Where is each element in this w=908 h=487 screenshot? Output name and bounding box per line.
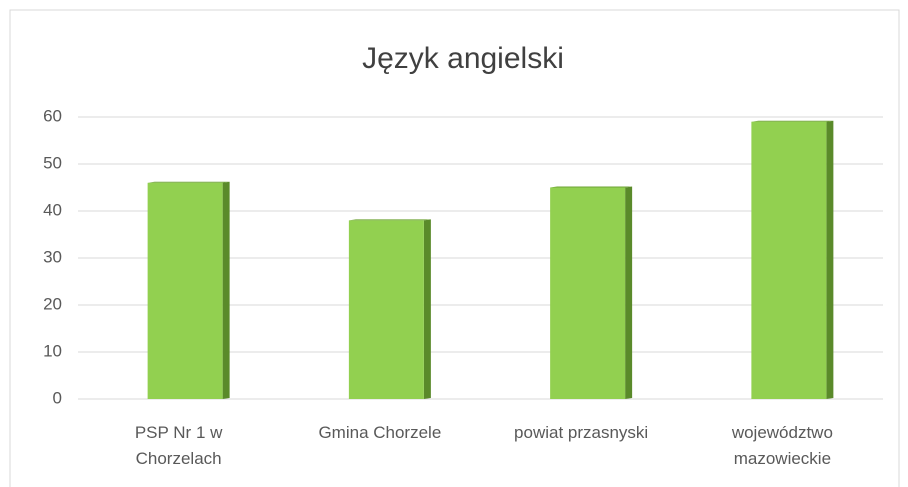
x-tick-label: województwo mazowieckie [731,423,833,468]
x-tick-label: powiat przasnyski [514,423,648,442]
y-tick-label: 20 [43,294,62,313]
y-tick-label: 50 [43,153,62,172]
bar [348,220,424,399]
bar [751,121,827,399]
bar-side [222,181,230,399]
bar-top [348,219,431,221]
y-tick-label: 10 [43,341,62,360]
chart-title: Język angielski [362,42,564,75]
bar-top [550,186,633,188]
bar-side [625,186,633,399]
y-tick-label: 0 [53,388,62,407]
bar-top [751,120,834,122]
x-tick-label: PSP Nr 1 w Chorzelach [135,423,223,468]
bar-side [423,219,431,399]
y-tick-label: 30 [43,247,62,266]
y-tick-label: 40 [43,200,62,219]
bar [147,182,223,399]
bar [550,187,626,399]
bar-top [147,181,230,183]
y-tick-label: 60 [43,106,62,125]
bar-side [826,120,834,399]
x-tick-label: Gmina Chorzele [318,423,441,442]
